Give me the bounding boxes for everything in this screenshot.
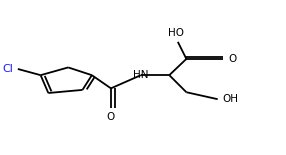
Text: O: O	[229, 54, 237, 64]
Text: O: O	[107, 112, 115, 122]
Text: OH: OH	[222, 94, 238, 104]
Text: HN: HN	[133, 70, 148, 80]
Text: HO: HO	[168, 28, 184, 38]
Text: Cl: Cl	[3, 64, 13, 74]
